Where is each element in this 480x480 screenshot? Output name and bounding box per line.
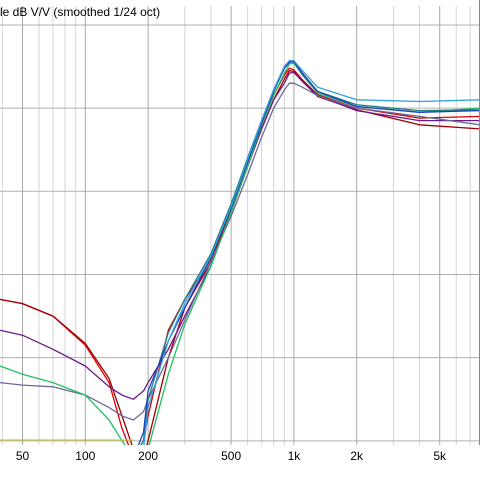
series-line [143,60,480,445]
x-tick-label: 100 [75,449,95,463]
x-tick-label: 1k [288,449,302,463]
x-tick-label: 200 [138,449,158,463]
x-tick-label: 50 [16,449,30,463]
x-tick-label: 500 [221,449,241,463]
series-line [0,67,480,445]
x-tick-label: 2k [350,449,364,463]
chart-title: le dB V/V (smoothed 1/24 oct) [0,5,160,19]
series-line [0,70,480,445]
series-line [137,60,480,445]
plot-lines [0,60,480,445]
x-tick-label: 5k [433,449,447,463]
title-bg [0,0,480,6]
series-line [0,82,480,421]
series-line [140,60,480,445]
grid [0,0,480,445]
